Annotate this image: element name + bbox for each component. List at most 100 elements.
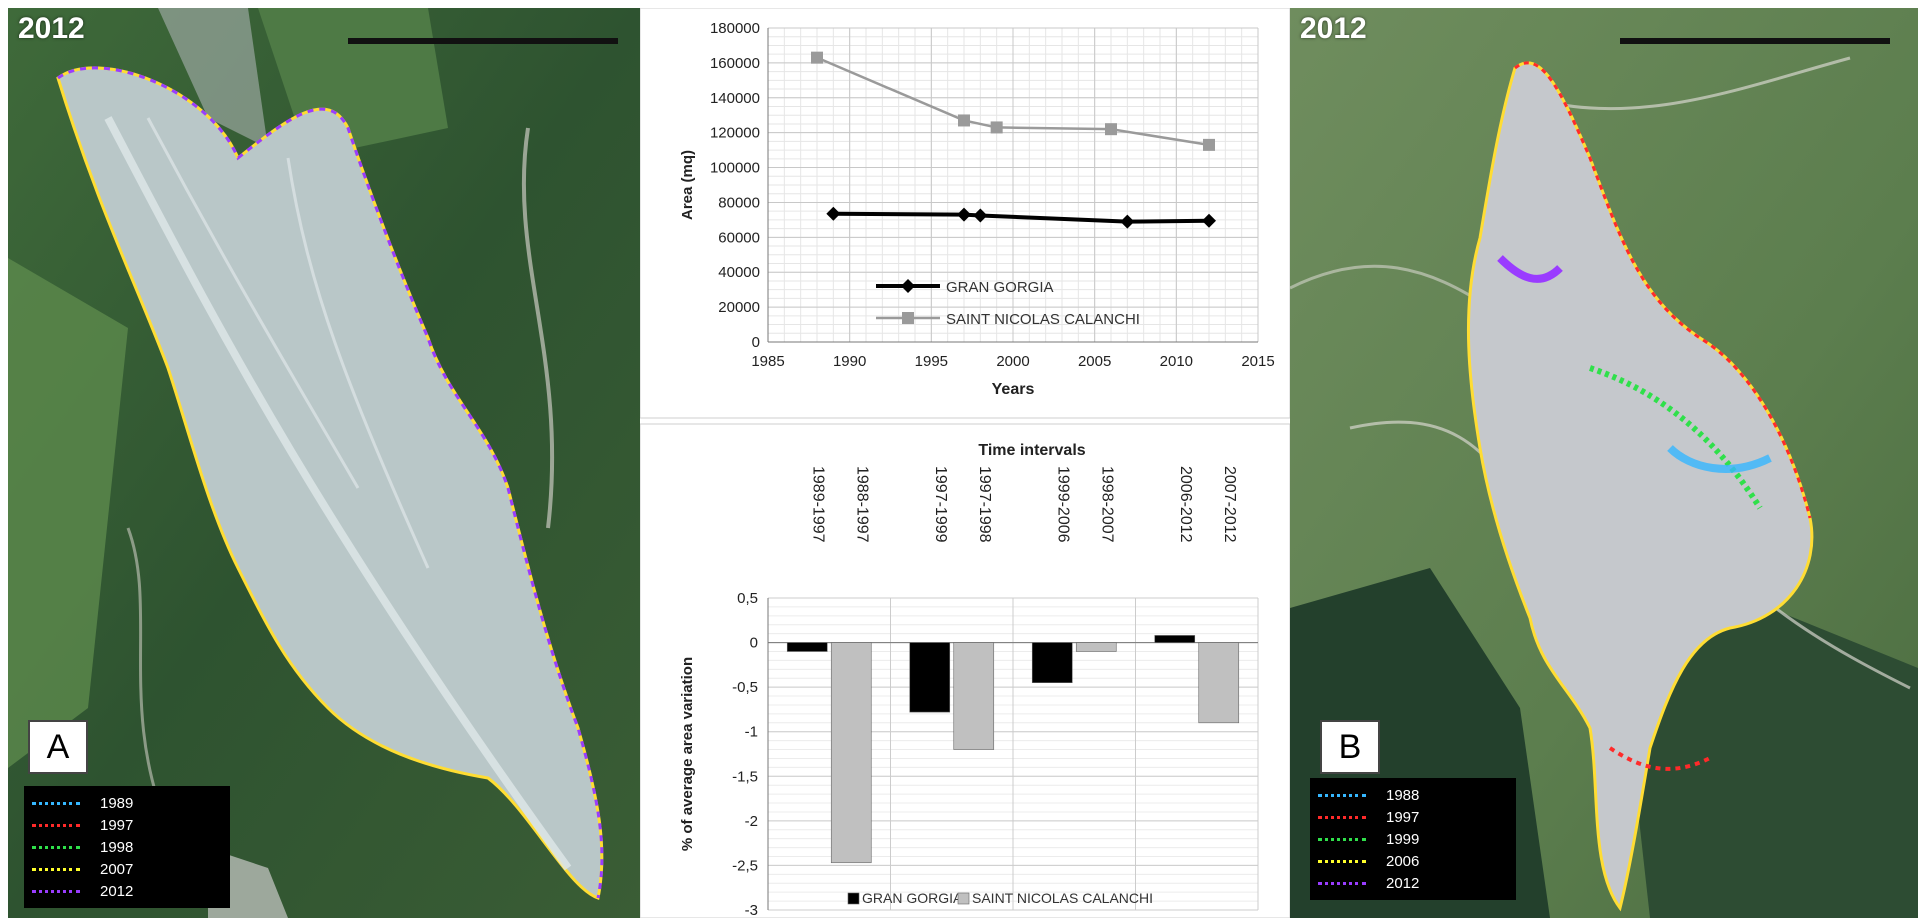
- x-category-label: 1989-1997: [809, 466, 826, 543]
- x-tick-label: 2015: [1241, 353, 1274, 370]
- aerial-photo-b: 2012 B 1988 1997 1999 2006 2012: [1290, 8, 1918, 918]
- data-point: [1203, 138, 1215, 151]
- legend-swatch: [32, 889, 80, 893]
- legend-item: 2007: [32, 858, 222, 880]
- bar: [1154, 635, 1196, 643]
- legend-label: SAINT NICOLAS CALANCHI: [946, 311, 1140, 328]
- legend-marker: [901, 279, 915, 293]
- legend-item: 2006: [1318, 850, 1508, 872]
- legend-label: 2006: [1386, 852, 1420, 870]
- x-tick-label: 1985: [751, 353, 784, 370]
- y-tick-label: 160000: [710, 55, 760, 72]
- photo-year-label: 2012: [18, 12, 85, 45]
- y-axis-title: Area (mq): [679, 150, 696, 220]
- x-axis-title: Years: [992, 381, 1035, 398]
- y-tick-label: 80000: [718, 194, 760, 211]
- x-tick-label: 1995: [915, 353, 948, 370]
- x-tick-label: 2010: [1160, 353, 1193, 370]
- legend-label: 2012: [1386, 874, 1420, 892]
- y-tick-label: -1,5: [732, 768, 758, 785]
- legend-item: 1998: [32, 836, 222, 858]
- legend-swatch: [957, 892, 970, 905]
- legend-item: 1997: [32, 814, 222, 836]
- legend-swatch: [847, 892, 860, 905]
- data-point: [1202, 213, 1216, 228]
- legend-swatch: [1318, 793, 1366, 797]
- x-category-label: 1997-1999: [932, 466, 949, 543]
- data-point: [958, 114, 970, 127]
- legend-swatch: [32, 845, 80, 849]
- legend-label: SAINT NICOLAS CALANCHI: [972, 890, 1153, 906]
- bar: [786, 642, 828, 652]
- legend-label: 1989: [100, 794, 134, 812]
- legend-item: 2012: [32, 880, 222, 902]
- bar: [953, 642, 995, 750]
- legend-swatch: [1318, 837, 1366, 841]
- y-tick-label: 180000: [710, 20, 760, 37]
- photo-legend-a: 1989 1997 1998 2007 2012: [24, 786, 230, 908]
- x-category-label: 1999-2006: [1054, 466, 1071, 543]
- data-point: [973, 208, 988, 223]
- legend-label: GRAN GORGIA: [946, 279, 1054, 296]
- data-point: [990, 121, 1003, 134]
- charts-column: 0 20000 40000 60000 80000 100000 120000 140000 1…: [639, 7, 1291, 919]
- scale-bar: [1620, 38, 1890, 44]
- x-category-label: 1998-2007: [1098, 466, 1115, 543]
- y-tick-label: 40000: [718, 264, 760, 281]
- legend-swatch: [32, 801, 80, 805]
- x-category-label: 2006-2012: [1177, 466, 1194, 543]
- legend-label: GRAN GORGIA: [862, 890, 963, 906]
- photo-legend-b: 1988 1997 1999 2006 2012: [1310, 778, 1516, 900]
- y-tick-label: -1: [745, 724, 758, 741]
- panel-letter-a: A: [28, 720, 88, 774]
- bar: [1198, 642, 1240, 724]
- y-tick-label: -2,5: [732, 857, 758, 874]
- panel-letter-b: B: [1320, 720, 1380, 774]
- y-tick-label: 60000: [718, 229, 760, 246]
- bar-chart-title: Time intervals: [978, 442, 1085, 459]
- y-tick-label: 20000: [718, 299, 760, 316]
- y-tick-label: -3: [745, 902, 758, 918]
- bar: [830, 642, 872, 864]
- legend-swatch: [1318, 859, 1366, 863]
- y-tick-label: -0,5: [732, 679, 758, 696]
- charts-svg: 0200004000060000800001000001200001400001…: [639, 7, 1291, 919]
- legend-label: 1998: [100, 838, 134, 856]
- aerial-photo-a-image: [8, 8, 640, 918]
- legend-label: 2007: [100, 860, 134, 878]
- x-category-label: 2007-2012: [1221, 466, 1238, 543]
- legend-label: 1999: [1386, 830, 1420, 848]
- y-tick-label: 0,5: [737, 590, 758, 607]
- y-tick-label: 120000: [710, 125, 760, 142]
- data-point: [1105, 123, 1117, 136]
- y-tick-label: 140000: [710, 90, 760, 107]
- y-tick-label: -2: [745, 813, 758, 830]
- y-tick-label: 100000: [710, 160, 760, 177]
- scale-bar: [348, 38, 618, 44]
- legend-label: 1988: [1386, 786, 1420, 804]
- legend-label: 1997: [1386, 808, 1420, 826]
- legend-swatch: [1318, 881, 1366, 885]
- y-axis-title: % of average area variation: [679, 657, 696, 851]
- legend-swatch: [1318, 815, 1366, 819]
- y-tick-label: 0: [752, 334, 760, 351]
- bar: [909, 642, 951, 713]
- x-category-label: 1997-1998: [976, 466, 993, 543]
- y-tick-label: 0: [750, 635, 758, 652]
- legend-item: 1989: [32, 792, 222, 814]
- legend-swatch: [32, 823, 80, 827]
- x-category-label: 1988-1997: [853, 466, 870, 543]
- legend-item: 1999: [1318, 828, 1508, 850]
- aerial-photo-b-image: [1290, 8, 1918, 918]
- legend-item: 2012: [1318, 872, 1508, 894]
- legend-swatch: [32, 867, 80, 871]
- legend-label: 1997: [100, 816, 134, 834]
- data-point: [957, 207, 971, 222]
- data-point: [1120, 214, 1135, 229]
- x-tick-label: 2000: [996, 353, 1029, 370]
- legend-item: 1988: [1318, 784, 1508, 806]
- bar: [1075, 642, 1117, 652]
- photo-year-label: 2012: [1300, 12, 1367, 45]
- data-point: [811, 51, 823, 64]
- legend-marker: [902, 312, 914, 324]
